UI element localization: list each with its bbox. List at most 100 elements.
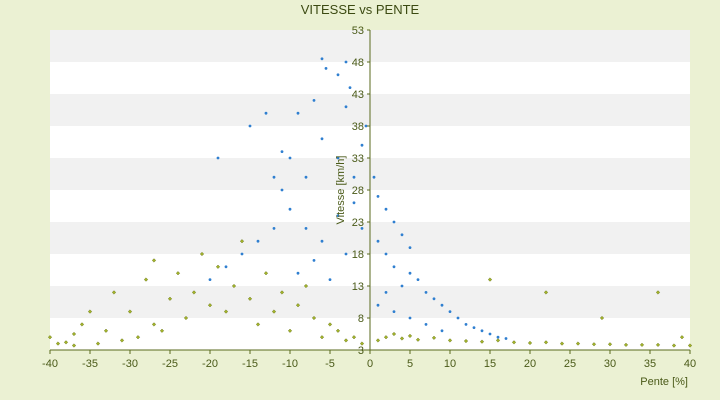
data-point	[255, 322, 261, 327]
data-point	[103, 328, 109, 333]
x-tick-label: -20	[202, 358, 218, 370]
data-point	[480, 329, 484, 333]
data-point	[431, 335, 437, 340]
data-point	[95, 341, 101, 346]
data-point	[296, 111, 300, 115]
y-tick-label: 18	[352, 249, 364, 261]
data-point	[208, 278, 212, 281]
data-point	[384, 252, 388, 256]
data-point	[167, 296, 173, 301]
data-point	[400, 233, 404, 237]
data-point	[264, 111, 268, 115]
data-point	[55, 341, 61, 346]
data-point	[336, 156, 340, 160]
data-point	[111, 290, 117, 295]
data-point	[215, 264, 221, 269]
data-point	[348, 86, 352, 89]
data-point	[464, 323, 468, 326]
data-point	[216, 156, 220, 160]
data-point	[391, 331, 397, 337]
x-tick-label: 30	[604, 358, 616, 370]
data-point	[384, 207, 388, 211]
data-point	[400, 284, 404, 288]
x-tick-label: 25	[564, 358, 576, 370]
data-point	[364, 124, 368, 128]
data-point	[440, 329, 444, 333]
y-tick-label: 43	[352, 89, 364, 101]
data-point	[79, 322, 85, 327]
data-point	[424, 323, 428, 326]
data-point	[383, 335, 389, 340]
x-tick-label: -40	[42, 358, 58, 370]
data-point	[119, 338, 125, 343]
data-point	[240, 252, 244, 256]
data-point	[376, 239, 380, 243]
data-point	[479, 339, 485, 344]
data-point	[372, 175, 376, 179]
data-point	[360, 143, 364, 147]
data-point	[287, 328, 293, 333]
x-tick-label: 20	[524, 358, 536, 370]
y-tick-label: 33	[352, 153, 364, 165]
data-point	[143, 277, 149, 282]
data-point	[344, 60, 348, 64]
data-point	[191, 290, 197, 295]
data-point	[87, 309, 93, 314]
data-point	[311, 315, 317, 321]
x-axis-label: Pente [%]	[640, 376, 688, 388]
data-point	[295, 303, 301, 308]
x-tick-label: -15	[242, 358, 258, 370]
data-point	[352, 201, 356, 205]
data-point	[335, 328, 341, 333]
data-points	[47, 57, 693, 348]
x-tick-label: 40	[684, 358, 696, 370]
data-point	[304, 227, 308, 230]
data-point	[151, 322, 157, 327]
data-point	[591, 342, 597, 347]
data-point	[679, 335, 685, 340]
data-point	[320, 57, 324, 61]
data-point	[352, 175, 356, 179]
x-tick-label: 15	[484, 358, 496, 370]
data-point	[440, 303, 444, 307]
x-tick-label: 35	[644, 358, 656, 370]
data-point	[280, 188, 284, 192]
data-point	[599, 315, 605, 321]
data-point	[199, 251, 205, 257]
x-tick-label: -35	[82, 358, 98, 370]
data-point	[224, 265, 228, 269]
data-point	[231, 283, 237, 289]
data-point	[360, 227, 364, 230]
data-point	[288, 207, 292, 211]
data-point	[559, 341, 565, 346]
data-point	[327, 322, 333, 327]
data-point	[392, 265, 396, 269]
data-point	[375, 338, 381, 343]
x-tick-label: -25	[162, 358, 178, 370]
data-point	[320, 239, 324, 243]
data-point	[175, 271, 181, 276]
data-point	[303, 283, 309, 289]
data-point	[151, 258, 157, 263]
data-point	[272, 175, 276, 179]
data-point	[344, 105, 348, 109]
data-point	[71, 343, 77, 348]
data-point	[296, 271, 300, 275]
data-point	[399, 336, 405, 341]
x-tick-label: 10	[444, 358, 456, 370]
data-point	[263, 271, 269, 276]
y-tick-label: 53	[352, 25, 364, 37]
y-tick-label: 8	[358, 313, 364, 325]
data-point	[343, 338, 349, 343]
data-point	[159, 328, 165, 333]
data-point	[63, 340, 69, 345]
data-point	[336, 214, 340, 218]
data-point	[247, 296, 253, 301]
data-point	[415, 337, 421, 342]
data-point	[392, 310, 396, 313]
data-point	[351, 335, 357, 340]
x-tick-label: -10	[282, 358, 298, 370]
data-point	[71, 331, 77, 337]
x-tick-label: 0	[367, 358, 373, 370]
